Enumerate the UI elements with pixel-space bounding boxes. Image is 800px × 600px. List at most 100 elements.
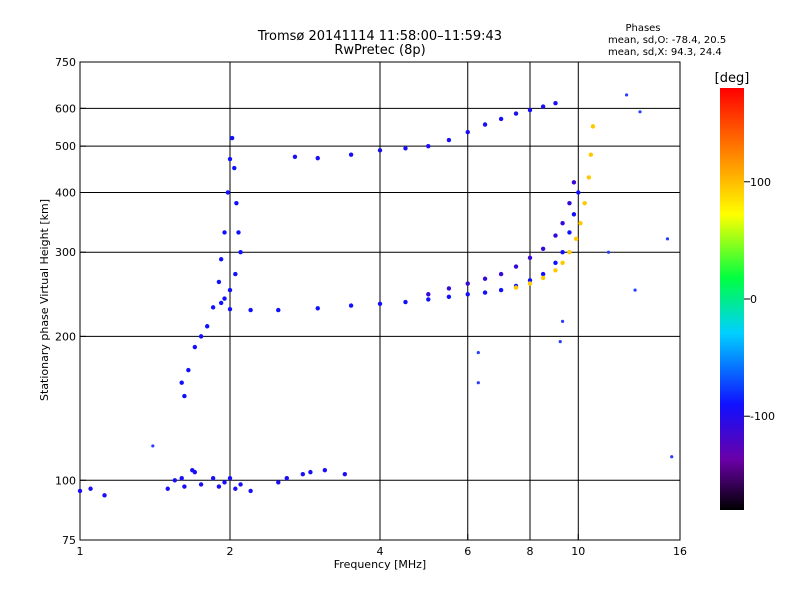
data-point — [586, 175, 592, 180]
data-point — [198, 334, 204, 339]
noise-point — [624, 93, 629, 97]
data-point — [315, 155, 320, 161]
chart-subtitle: RwPretec (8p) — [334, 43, 425, 58]
data-point — [590, 124, 596, 129]
data-point — [348, 303, 354, 308]
data-point — [182, 484, 187, 489]
data-point — [465, 292, 470, 297]
data-point — [498, 116, 504, 122]
data-point — [571, 212, 577, 217]
data-point — [560, 260, 565, 266]
noise-point — [665, 237, 670, 241]
data-point — [513, 285, 519, 290]
data-point — [218, 300, 224, 306]
y-axis-ticks: 75 100 200 300 400 500 600 750 — [55, 56, 86, 547]
data-point — [210, 476, 216, 481]
data-point — [210, 305, 216, 310]
stats-x-mode: mean, sd,X: 94.3, 24.4 — [608, 47, 722, 58]
data-point — [527, 107, 533, 113]
x-tick-label: 6 — [464, 545, 471, 558]
data-point — [553, 260, 558, 266]
data-point — [236, 230, 241, 235]
data-point — [540, 246, 546, 251]
data-point — [179, 380, 184, 385]
y-tick-label: 200 — [55, 330, 76, 343]
data-point — [426, 143, 431, 149]
data-point — [348, 152, 354, 157]
data-point — [482, 122, 488, 127]
data-point — [227, 306, 233, 312]
data-point — [227, 287, 233, 293]
data-point — [482, 276, 488, 281]
data-point — [573, 236, 579, 242]
noise-point — [638, 110, 642, 114]
data-point — [513, 111, 519, 116]
x-tick-label: 2 — [227, 545, 234, 558]
colorbar — [720, 88, 744, 510]
data-point — [192, 469, 198, 475]
noise-point — [560, 319, 565, 323]
data-point — [426, 292, 431, 297]
data-point — [540, 275, 546, 281]
data-point — [232, 165, 237, 171]
x-tick-label: 8 — [527, 545, 534, 558]
y-tick-label: 600 — [55, 102, 76, 115]
data-point — [186, 367, 191, 373]
data-point — [578, 221, 583, 226]
colorbar-ticks: 100 0 -100 — [744, 176, 775, 423]
data-point — [446, 294, 452, 300]
chart-title: Tromsø 20141114 11:58:00–11:59:43 — [257, 29, 502, 44]
data-point — [276, 307, 281, 313]
data-point — [227, 476, 233, 481]
data-point — [403, 299, 408, 305]
data-point — [567, 230, 572, 235]
data-point — [540, 104, 546, 109]
data-point — [553, 268, 558, 273]
data-point — [513, 264, 519, 269]
data-point — [553, 100, 558, 106]
y-tick-label: 750 — [55, 56, 76, 69]
data-point — [377, 148, 383, 153]
data-point — [222, 480, 227, 485]
data-point — [308, 469, 313, 475]
data-point — [229, 135, 235, 141]
x-axis-label: Frequency [MHz] — [334, 558, 426, 571]
data-point — [527, 278, 533, 283]
grid-lines — [80, 62, 680, 540]
data-point — [234, 200, 239, 206]
data-point — [588, 152, 594, 157]
data-points — [77, 93, 674, 498]
data-point — [179, 476, 184, 481]
data-point — [276, 480, 281, 485]
data-point — [560, 250, 565, 255]
data-point — [322, 467, 328, 473]
data-point — [198, 482, 204, 487]
noise-point — [670, 455, 674, 459]
data-point — [498, 271, 504, 277]
data-point — [342, 471, 348, 477]
data-point — [426, 297, 431, 302]
data-point — [88, 486, 93, 491]
y-tick-label: 100 — [55, 474, 76, 487]
data-point — [553, 233, 558, 238]
noise-point — [558, 340, 562, 344]
x-axis-ticks: 1 2 4 6 8 10 16 — [77, 534, 687, 558]
y-tick-label: 400 — [55, 186, 76, 199]
colorbar-tick-label: -100 — [750, 410, 775, 423]
x-tick-label: 10 — [571, 545, 585, 558]
data-point — [233, 271, 238, 277]
data-point — [377, 301, 383, 306]
stats-o-mode: mean, sd,O: -78.4, 20.5 — [608, 35, 726, 46]
colorbar-label: [deg] — [715, 71, 750, 86]
data-point — [216, 279, 222, 285]
data-point — [527, 255, 533, 261]
data-point — [172, 478, 178, 483]
data-point — [222, 296, 227, 301]
x-tick-label: 16 — [673, 545, 687, 558]
noise-point — [151, 444, 155, 448]
data-point — [465, 129, 470, 135]
x-tick-label: 4 — [377, 545, 384, 558]
data-point — [560, 221, 565, 226]
data-point — [465, 281, 470, 286]
